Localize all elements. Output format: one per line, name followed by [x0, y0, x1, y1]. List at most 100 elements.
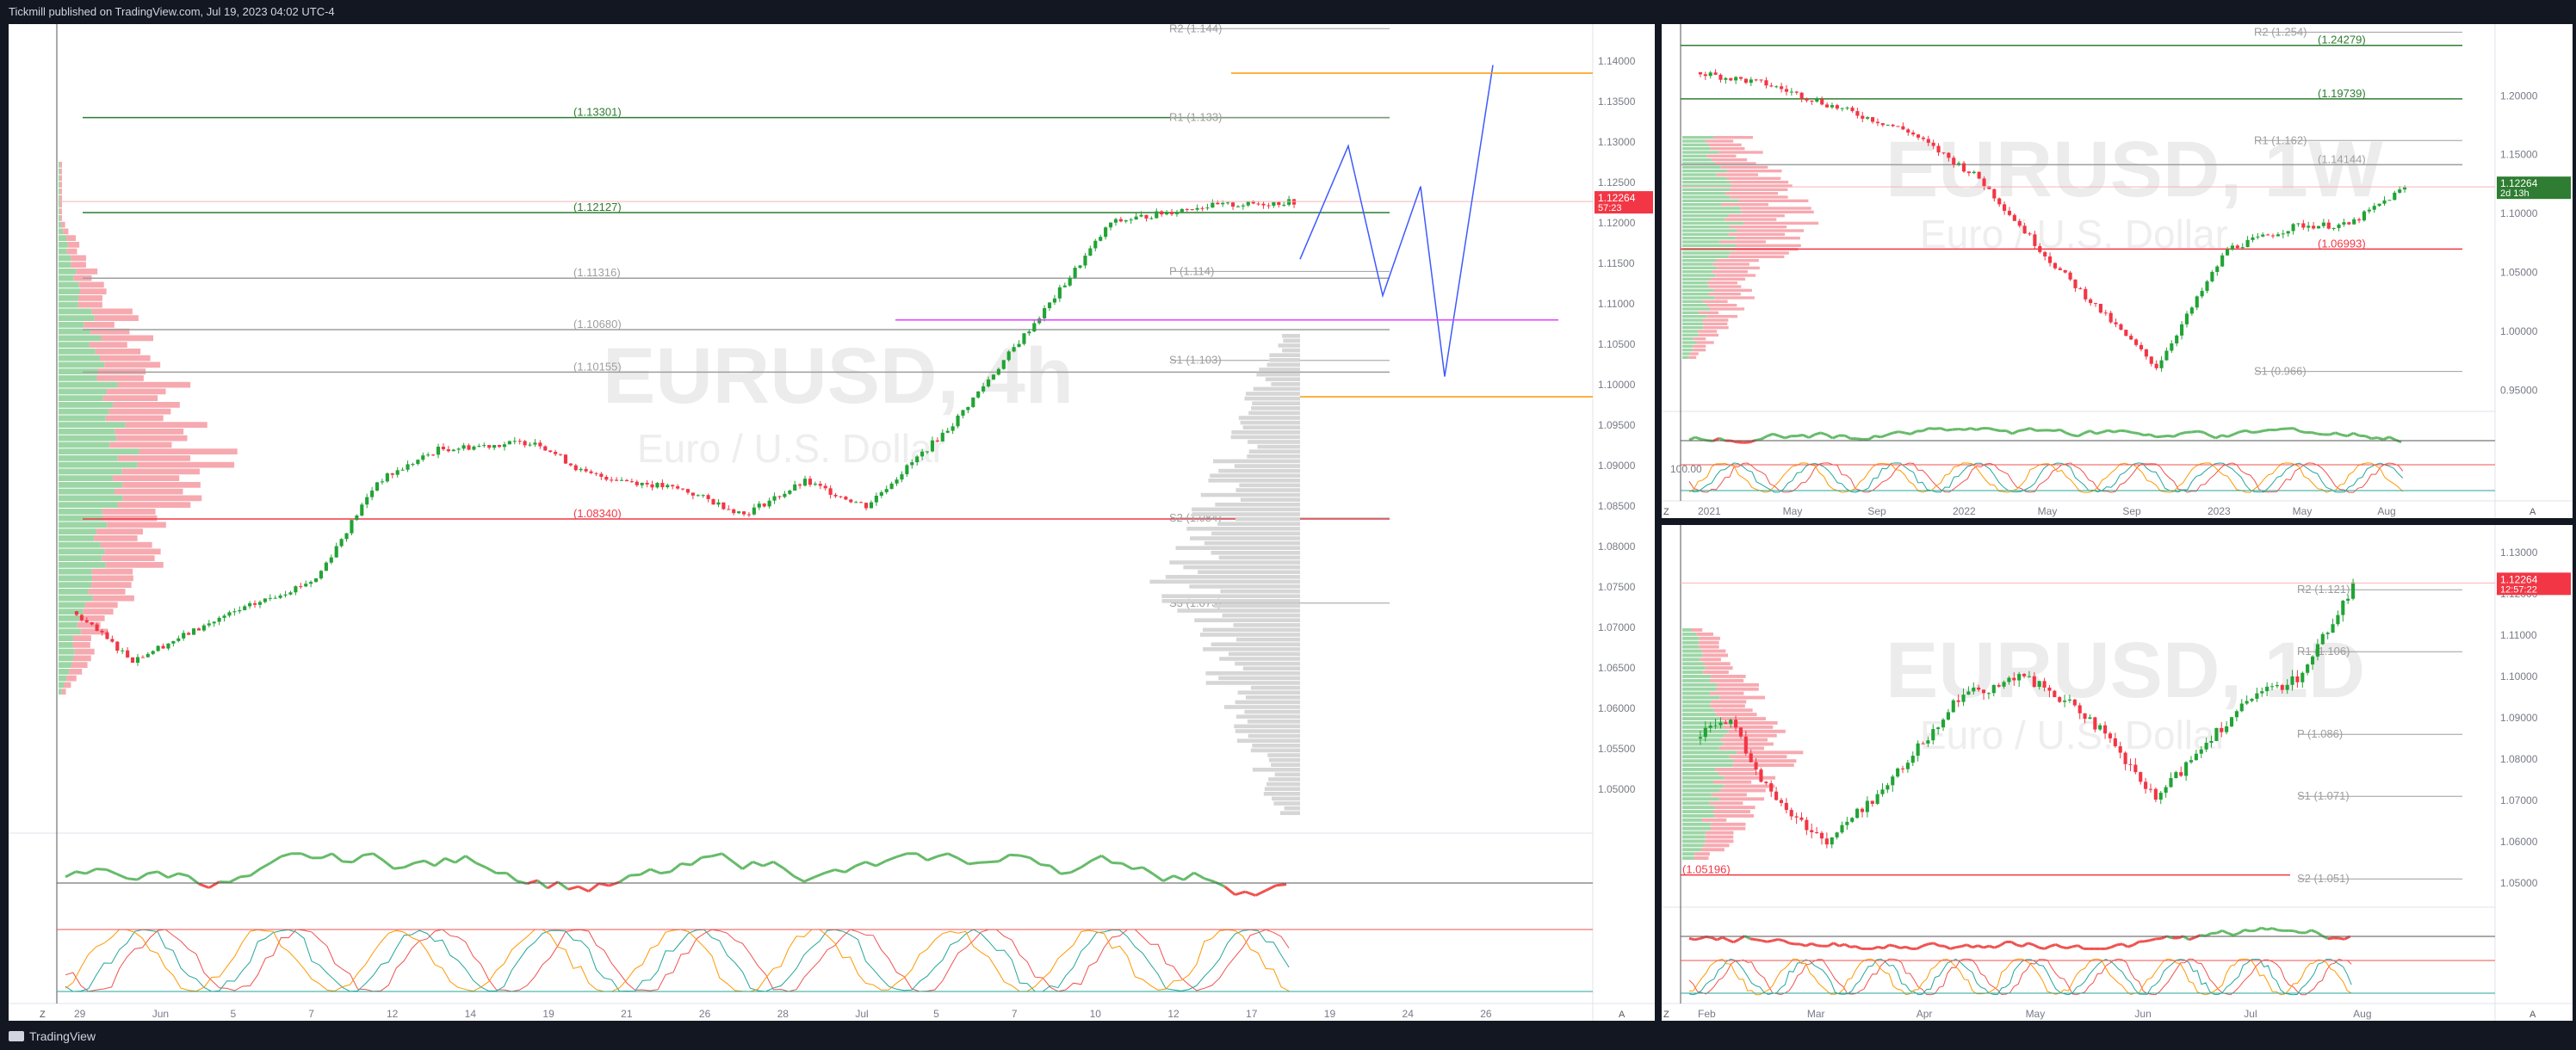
volume-profile-sell — [1721, 203, 1769, 207]
volume-profile-sell — [1730, 188, 1788, 191]
candle-body — [859, 502, 864, 503]
volume-profile-sell — [1710, 277, 1746, 281]
volume-profile-buy — [1682, 307, 1711, 311]
zoom-button[interactable]: Z — [40, 1010, 46, 1020]
volume-profile-bar — [1248, 440, 1300, 444]
candle-body — [1956, 700, 1960, 702]
volume-profile-sell — [108, 408, 171, 415]
chart-4h-canvas[interactable]: EURUSD, 4h Euro / U.S. Dollar 1.14000 1.135… — [9, 24, 1655, 1021]
volume-profile-buy — [59, 201, 60, 208]
time-tick-label: 10 — [1090, 1008, 1102, 1020]
oscillator-segment — [147, 870, 158, 875]
time-tick-label: 2021 — [1698, 505, 1721, 517]
candle-body — [1221, 202, 1225, 205]
volume-profile-buy — [1682, 259, 1717, 262]
candle-body — [1901, 126, 1905, 130]
candle-body — [1997, 198, 2002, 205]
candle-body — [126, 650, 130, 658]
volume-profile-buy — [1682, 666, 1706, 670]
candle-body — [2382, 200, 2387, 204]
auto-scale-button[interactable]: A — [2530, 1010, 2536, 1020]
volume-profile-buy — [1682, 763, 1733, 767]
volume-profile-sell — [1735, 237, 1800, 240]
candle-body — [2037, 681, 2041, 688]
volume-profile-buy — [1682, 165, 1721, 169]
candle-body — [2169, 778, 2173, 788]
volume-profile-buy — [59, 689, 62, 695]
candle-body — [2301, 223, 2306, 228]
volume-profile-sell — [1705, 139, 1734, 143]
candle-body — [2043, 251, 2047, 256]
volume-profile-buy — [59, 275, 74, 281]
candle-body — [666, 485, 670, 488]
last-price-badge — [2497, 572, 2571, 596]
volume-profile-buy — [1682, 713, 1716, 717]
oscillator-segment — [1767, 939, 1774, 943]
volume-profile-sell — [105, 415, 164, 422]
candle-body — [1759, 769, 1763, 782]
auto-scale-button[interactable]: A — [1619, 1010, 1625, 1020]
chart-panel-1w[interactable]: EURUSD, 1W Euro / U.S. Dollar 1.20000 1.150… — [1662, 24, 2573, 518]
volume-profile-buy — [59, 435, 117, 442]
oscillator-segment — [1121, 862, 1134, 871]
volume-profile-buy — [1682, 843, 1704, 848]
volume-profile-sell — [1705, 831, 1734, 835]
volume-profile-bar — [1169, 560, 1300, 565]
volume-profile-buy — [1682, 721, 1725, 725]
oscillator-segment — [2005, 429, 2013, 435]
volume-profile-buy — [59, 502, 118, 508]
price-tick-label: 1.08000 — [1598, 540, 1636, 553]
oscillator-segment — [2216, 929, 2223, 935]
volume-profile-buy — [1682, 822, 1712, 826]
oscillator-segment — [1050, 864, 1062, 875]
volume-profile-bar — [1265, 377, 1300, 381]
oscillator-segment — [2255, 926, 2263, 932]
candle-body — [956, 415, 960, 427]
zoom-button[interactable]: Z — [1663, 507, 1669, 517]
volume-profile-sell — [94, 535, 138, 541]
volume-profile-sell — [71, 255, 86, 262]
candle-body — [385, 473, 389, 482]
candle-body — [1724, 77, 1728, 80]
oscillator-segment — [1888, 943, 1895, 948]
volume-profile-buy — [59, 335, 102, 342]
oscillator-segment — [752, 860, 764, 868]
volume-profile-sell — [1693, 349, 1706, 352]
volume-profile-bar — [1251, 406, 1300, 411]
auto-scale-button[interactable]: A — [2530, 507, 2536, 517]
oscillator-segment — [824, 868, 836, 874]
candle-body — [864, 503, 869, 509]
candle-body — [599, 473, 604, 477]
oscillator-segment — [639, 868, 651, 876]
candle-body — [1905, 763, 1910, 769]
chart-panel-4h[interactable]: EURUSD, 4h Euro / U.S. Dollar 1.14000 1.135… — [9, 24, 1655, 1021]
oscillator-segment — [2260, 926, 2268, 931]
candle-body — [2098, 725, 2102, 730]
volume-profile-buy — [1682, 687, 1717, 691]
candle-body — [991, 374, 996, 380]
candle-body — [2312, 225, 2316, 229]
candle-body — [2108, 312, 2113, 323]
oscillator-segment — [2266, 927, 2273, 931]
volume-profile-buy — [1682, 311, 1699, 314]
volume-profile-sell — [102, 395, 158, 401]
candle-body — [1947, 152, 1951, 158]
candle-body — [2078, 287, 2083, 289]
candle-body — [2261, 234, 2265, 237]
pivot-label: R2 (1.144) — [1169, 24, 1222, 34]
candle-body — [257, 602, 263, 605]
volume-profile-bar — [1189, 584, 1300, 589]
volume-profile-sell — [71, 662, 88, 668]
oscillator-segment — [1772, 432, 1780, 437]
candle-body — [283, 594, 288, 596]
oscillator-segment — [2197, 429, 2204, 434]
tradingview-brand[interactable]: TradingView — [9, 1029, 96, 1043]
volume-profile-sell — [1705, 666, 1733, 670]
zoom-button[interactable]: Z — [1663, 1010, 1669, 1020]
volume-profile-bar — [1192, 507, 1300, 512]
time-tick-label: Jul — [855, 1008, 868, 1020]
volume-profile-buy — [1682, 355, 1689, 359]
